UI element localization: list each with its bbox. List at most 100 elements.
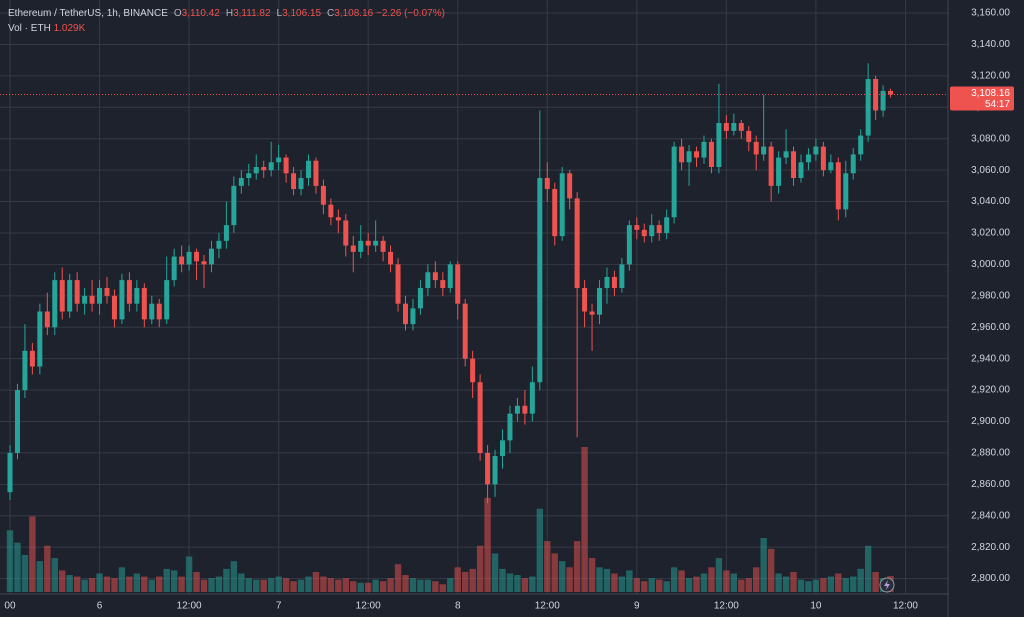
volume-bar	[118, 567, 126, 592]
y-tick-label: 2,960.00	[971, 322, 1010, 333]
candle-body	[298, 177, 304, 189]
candle-body	[798, 162, 804, 178]
symbol: Ethereum / TetherUS, 1h, BINANCE	[8, 8, 168, 19]
candle-body	[194, 251, 200, 262]
candle-body	[402, 303, 408, 325]
candle-body	[22, 350, 28, 391]
volume-bar	[230, 561, 238, 592]
candle-body	[268, 162, 274, 171]
volume-bar	[827, 576, 835, 592]
y-tick-label: 3,000.00	[971, 259, 1010, 270]
volume-bar	[469, 568, 476, 592]
legend-header: Ethereum / TetherUS, 1h, BINANCE O3,110.4…	[8, 6, 445, 36]
volume-bar	[357, 582, 364, 592]
ohlc: O3,110.42 H3,111.82 L3,106.15 C3,108.16	[168, 8, 373, 19]
candle-body	[29, 350, 35, 367]
candle-body	[567, 173, 573, 199]
volume-bar	[648, 578, 655, 592]
candle-body	[873, 79, 879, 111]
x-tick-label: 7	[276, 601, 282, 612]
volume-bar	[581, 447, 588, 592]
candle-body	[835, 162, 841, 210]
volume-bar	[476, 545, 484, 592]
volume-bar	[782, 576, 790, 592]
candle-body	[694, 151, 700, 158]
volume-bar	[753, 567, 760, 592]
y-tick-label: 2,820.00	[971, 542, 1010, 553]
x-tick-label: 12:00	[177, 601, 202, 612]
y-tick-label: 2,980.00	[971, 290, 1010, 301]
candle-body	[761, 146, 767, 155]
candle-body	[462, 303, 468, 359]
candle-body	[604, 276, 610, 288]
volume-bar	[6, 530, 14, 592]
y-tick-label: 3,160.00	[971, 8, 1010, 19]
volume-bar	[126, 576, 133, 592]
countdown: 54:17	[985, 99, 1010, 110]
candle-body	[500, 440, 506, 457]
candle-body	[216, 240, 222, 249]
x-tick-label: 10	[810, 601, 822, 612]
candle-body	[753, 141, 759, 155]
y-tick-label: 2,800.00	[971, 573, 1010, 584]
candle-body	[656, 225, 662, 233]
y-tick-label: 2,860.00	[971, 479, 1010, 490]
volume-bar	[342, 578, 349, 592]
candle-body	[492, 456, 498, 485]
candle-body	[813, 146, 819, 155]
candle-body	[746, 130, 752, 142]
candle-body	[679, 146, 685, 163]
volume-bar	[327, 578, 335, 592]
volume-bar	[670, 567, 678, 592]
ohlc-value: 3,106.15	[282, 8, 322, 19]
candle-body	[388, 251, 394, 265]
candle-body	[238, 177, 244, 186]
candle-body	[358, 240, 364, 252]
volume-value: 1.029K	[53, 23, 86, 34]
candle-body	[67, 280, 73, 312]
volume-bar	[812, 579, 820, 592]
ohlc-value: 3,111.82	[233, 8, 271, 19]
volume-bar	[96, 573, 103, 592]
volume-bar	[133, 573, 141, 592]
candle-body	[156, 303, 162, 320]
volume-bar	[738, 579, 745, 592]
volume-bar	[529, 576, 536, 592]
candle-body	[582, 287, 588, 312]
ohlc-value: 3,110.42	[181, 8, 220, 19]
candle-body	[223, 225, 229, 241]
volume-bar	[66, 575, 73, 592]
volume-bar	[506, 573, 514, 592]
candle-body	[350, 245, 356, 252]
x-tick-label: 6	[97, 601, 103, 612]
volume-bar	[148, 579, 155, 592]
candle-body	[828, 162, 834, 171]
volume-bar	[372, 579, 379, 592]
volume-bar	[461, 571, 469, 592]
volume-bar	[544, 541, 551, 592]
volume-bar	[305, 576, 312, 592]
candle-body	[611, 276, 617, 288]
volume-bar	[170, 570, 178, 592]
volume-bar	[685, 578, 693, 592]
volume-bar	[775, 573, 782, 592]
candle-body	[179, 256, 185, 265]
volume-bar	[805, 581, 812, 592]
volume-bar	[484, 497, 491, 592]
volume-bar	[499, 568, 506, 592]
y-tick-label: 3,040.00	[971, 196, 1010, 207]
candle-body	[820, 146, 826, 171]
candle-body	[447, 264, 453, 288]
candle-body	[186, 251, 192, 265]
candle-body	[514, 405, 520, 414]
x-tick-label: 12:00	[535, 601, 560, 612]
candle-body	[791, 151, 797, 178]
candle-body	[858, 135, 864, 155]
candle-body	[119, 280, 125, 320]
candle-body	[888, 90, 894, 95]
volume-bar	[723, 570, 730, 592]
x-tick-label: 9	[634, 601, 640, 612]
candle-body	[723, 123, 729, 131]
volume-bar	[566, 567, 573, 592]
candle-body	[111, 295, 117, 320]
